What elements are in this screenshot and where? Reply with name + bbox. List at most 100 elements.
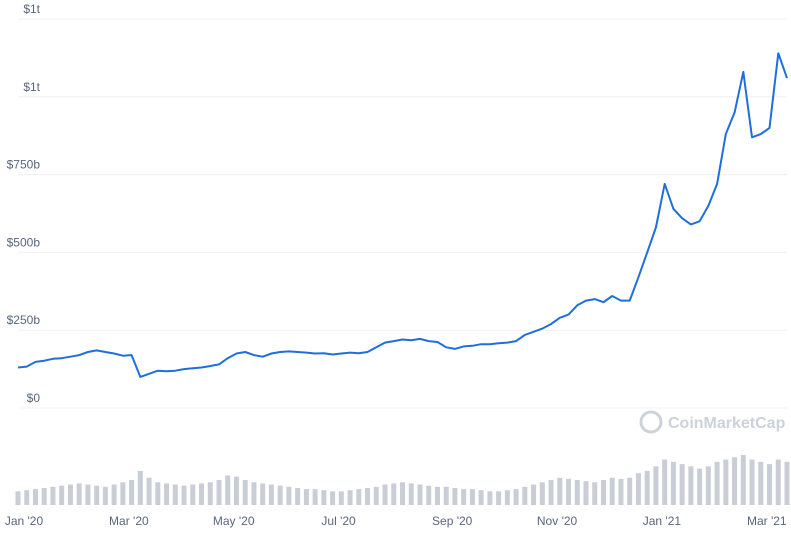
volume-bar bbox=[426, 485, 432, 505]
volume-bar bbox=[365, 487, 371, 505]
x-tick-label: Mar '20 bbox=[109, 514, 149, 528]
volume-bar bbox=[286, 486, 292, 505]
volume-bar bbox=[644, 470, 650, 505]
volume-bar bbox=[59, 485, 65, 505]
watermark: CoinMarketCap bbox=[639, 410, 786, 434]
x-tick-label: Jul '20 bbox=[321, 514, 356, 528]
volume-bar bbox=[487, 491, 493, 505]
volume-bar bbox=[548, 480, 554, 505]
volume-bar bbox=[199, 483, 205, 505]
volume-bar bbox=[557, 477, 563, 505]
volume-bar bbox=[111, 484, 117, 505]
x-tick-label: Sep '20 bbox=[432, 514, 473, 528]
volume-bar bbox=[312, 489, 318, 505]
volume-bar bbox=[32, 489, 38, 505]
volume-bar bbox=[277, 485, 283, 505]
watermark-text: CoinMarketCap bbox=[668, 415, 786, 432]
volume-bar bbox=[190, 484, 196, 505]
volume-bar bbox=[592, 482, 598, 505]
volume-bar bbox=[400, 482, 405, 505]
volume-bar bbox=[15, 491, 21, 505]
market-cap-line bbox=[17, 52, 788, 378]
volume-bar bbox=[225, 475, 231, 505]
volume-bar bbox=[522, 486, 528, 505]
volume-bar bbox=[233, 476, 239, 505]
volume-bar bbox=[164, 483, 170, 505]
volume-bar bbox=[697, 468, 703, 505]
y-tick-label: $1t bbox=[23, 80, 40, 94]
volume-bar bbox=[469, 489, 475, 505]
volume-bar bbox=[338, 491, 344, 505]
volume-bar bbox=[172, 484, 178, 505]
volume-bar bbox=[434, 486, 440, 505]
volume-bar bbox=[758, 461, 764, 505]
volume-bar bbox=[146, 477, 152, 505]
volume-bar bbox=[67, 484, 73, 505]
x-tick-label: Jan '20 bbox=[5, 514, 44, 528]
volume-bar bbox=[566, 478, 572, 505]
volume-bar bbox=[574, 480, 580, 505]
x-tick-label: Jan '21 bbox=[643, 514, 682, 528]
volume-bar bbox=[260, 483, 266, 505]
volume-bar bbox=[330, 491, 336, 505]
volume-bar bbox=[705, 466, 711, 505]
volume-bar bbox=[767, 464, 773, 505]
x-tick-label: Mar '21 bbox=[747, 514, 787, 528]
volume-bar bbox=[775, 459, 781, 505]
volume-bar bbox=[85, 484, 91, 505]
volume-bar bbox=[417, 484, 423, 505]
y-tick-label: $500b bbox=[7, 235, 41, 249]
volume-bar bbox=[408, 483, 414, 505]
volume-bar bbox=[102, 486, 108, 505]
y-tick-label: $750b bbox=[7, 158, 41, 172]
volume-bar bbox=[749, 459, 755, 505]
volume-bar bbox=[618, 478, 624, 505]
volume-bar bbox=[679, 464, 685, 505]
watermark-logo bbox=[639, 410, 663, 434]
volume-bar bbox=[452, 487, 458, 505]
volume-bar bbox=[635, 473, 641, 505]
volume-bar bbox=[513, 489, 519, 505]
volume-bar bbox=[784, 461, 790, 505]
volume-bar bbox=[207, 482, 213, 505]
volume-bar bbox=[373, 486, 379, 505]
volume-bar bbox=[609, 477, 615, 505]
volume-bar bbox=[531, 484, 537, 505]
volume-bar bbox=[600, 480, 606, 505]
volume-bar bbox=[94, 485, 100, 505]
x-tick-label: May '20 bbox=[213, 514, 255, 528]
volume-bar bbox=[670, 461, 676, 505]
volume-bar bbox=[461, 489, 467, 505]
volume-bar bbox=[732, 457, 738, 505]
volume-bar bbox=[504, 490, 510, 505]
volume-bar bbox=[181, 485, 187, 505]
volume-bar bbox=[382, 484, 388, 505]
volume-bar bbox=[295, 487, 301, 505]
y-tick-label: $250b bbox=[7, 313, 41, 327]
x-tick-label: Nov '20 bbox=[537, 514, 578, 528]
volume-bar bbox=[303, 489, 309, 505]
y-tick-label: $1t bbox=[23, 2, 40, 16]
volume-bar bbox=[723, 459, 729, 505]
volume-bar bbox=[268, 484, 274, 505]
volume-bar bbox=[120, 482, 126, 505]
volume-bar bbox=[583, 481, 589, 505]
volume-bar bbox=[478, 490, 484, 505]
volume-bar bbox=[41, 487, 47, 505]
volume-bar bbox=[740, 455, 746, 505]
volume-bar bbox=[627, 477, 633, 505]
volume-bar bbox=[653, 466, 659, 505]
volume-bar bbox=[76, 483, 82, 505]
volume-bar bbox=[155, 482, 161, 505]
volume-bar bbox=[496, 491, 502, 505]
volume-bar bbox=[391, 483, 397, 505]
volume-bar bbox=[662, 459, 668, 505]
y-tick-label: $0 bbox=[27, 391, 41, 405]
volume-bar bbox=[321, 490, 327, 505]
volume-bar bbox=[216, 480, 222, 505]
volume-bar bbox=[242, 480, 248, 505]
volume-bar bbox=[24, 490, 30, 505]
volume-bar bbox=[356, 489, 362, 505]
volume-bar bbox=[539, 482, 545, 505]
